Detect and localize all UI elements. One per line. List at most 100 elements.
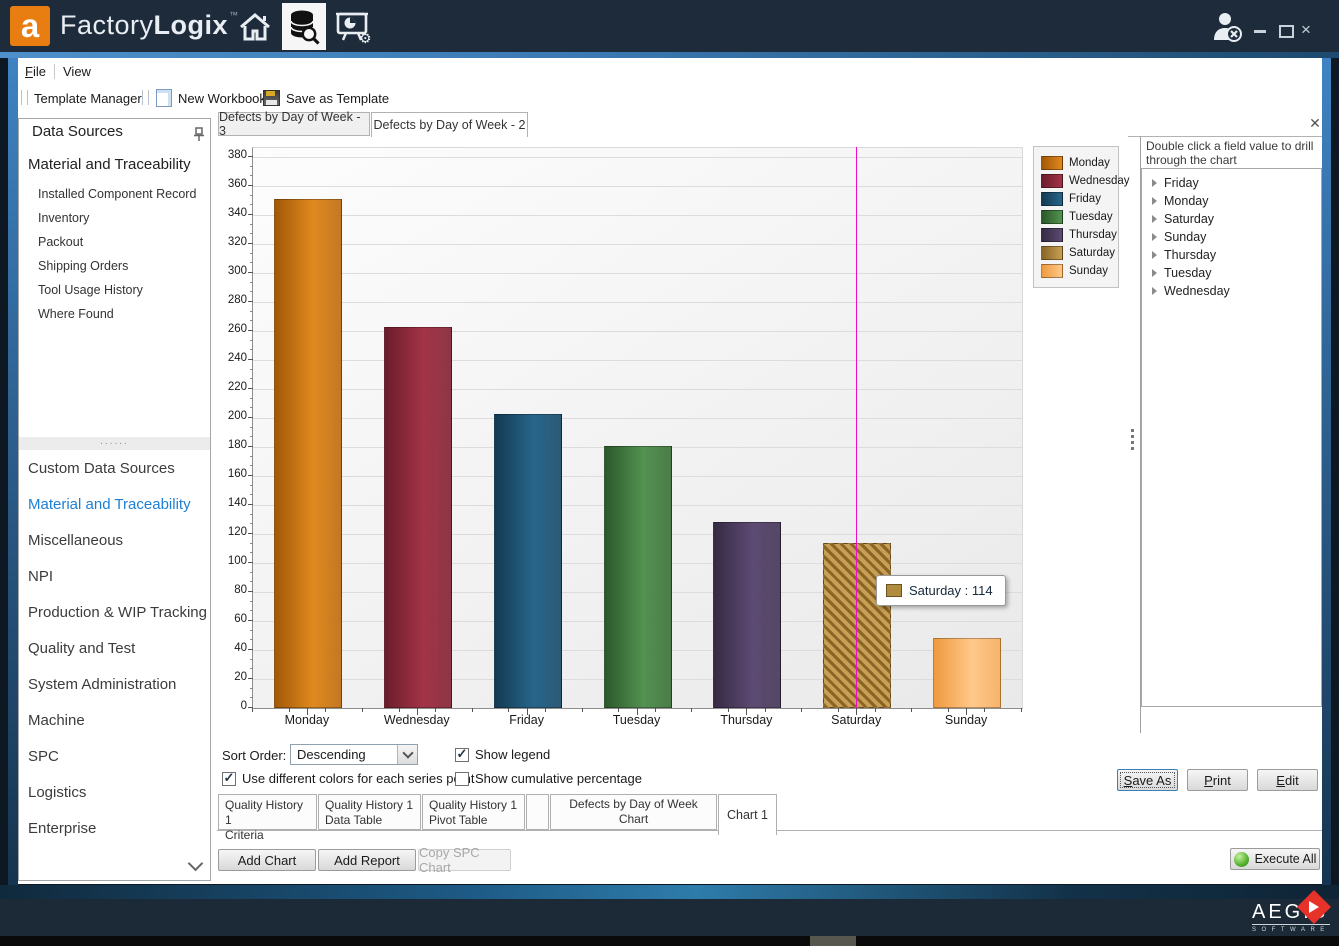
close-button[interactable]: × <box>1301 20 1311 39</box>
sidebar-category[interactable]: System Administration <box>28 676 177 693</box>
template-manager-button[interactable]: Template Manager <box>34 89 142 107</box>
bottom-tab[interactable] <box>526 794 549 830</box>
x-axis-label: Friday <box>509 713 544 727</box>
data-source-item[interactable]: Tool Usage History <box>38 283 143 297</box>
x-axis-label: Tuesday <box>612 713 661 727</box>
sidebar-category[interactable]: SPC <box>28 748 59 765</box>
bar-friday[interactable] <box>493 413 562 708</box>
sort-order-select[interactable]: Descending <box>290 744 418 765</box>
copy-spc-chart-button[interactable]: Copy SPC Chart <box>418 845 511 875</box>
y-axis-tick <box>248 707 253 708</box>
y-axis-label: 180 <box>227 439 247 451</box>
sidebar-category[interactable]: Material and Traceability <box>28 496 191 513</box>
sidebar-category[interactable]: Custom Data Sources <box>28 460 175 477</box>
y-axis-minor-tick <box>250 494 253 496</box>
bar-saturday[interactable] <box>823 542 892 708</box>
bottom-tab[interactable]: Quality History 1 Data Table <box>318 794 421 830</box>
expander-icon[interactable] <box>1152 215 1157 223</box>
y-axis-minor-tick <box>250 658 253 660</box>
expander-icon[interactable] <box>1152 233 1157 241</box>
drill-field-item[interactable]: Wednesday <box>1142 282 1321 300</box>
expander-icon[interactable] <box>1152 197 1157 205</box>
y-axis-minor-tick <box>250 455 253 457</box>
data-source-item[interactable]: Where Found <box>38 307 114 321</box>
database-query-tab-active[interactable] <box>282 3 326 50</box>
bottom-tab[interactable]: Quality History 1 Pivot Table <box>422 794 525 830</box>
minimize-button[interactable] <box>1254 30 1266 33</box>
expander-icon[interactable] <box>1152 251 1157 259</box>
bar-thursday[interactable] <box>713 522 782 708</box>
expander-icon[interactable] <box>1152 179 1157 187</box>
data-source-item[interactable]: Packout <box>38 235 84 249</box>
close-tab-icon[interactable]: ✕ <box>1309 115 1321 131</box>
bottom-tab[interactable]: Defects by Day of Week Chart <box>550 794 717 830</box>
doc-tab[interactable]: Defects by Day of Week - 3 <box>218 110 370 138</box>
drill-field-item[interactable]: Saturday <box>1142 210 1321 228</box>
chart-container: Monday Wednesday Friday Tuesday Thursday Satu… <box>217 136 1130 733</box>
y-axis-label: 160 <box>227 468 247 480</box>
sidebar-splitter[interactable]: ...... <box>19 437 210 450</box>
save-as-template-button[interactable]: Save as Template <box>263 89 389 107</box>
sidebar-category[interactable]: Production & WIP Tracking <box>28 604 207 621</box>
expander-icon[interactable] <box>1152 287 1157 295</box>
panel-splitter-handle[interactable] <box>1131 426 1134 453</box>
x-axis-tick <box>947 708 949 712</box>
x-axis-center-tick <box>416 708 418 715</box>
sidebar-category[interactable]: Quality and Test <box>28 640 136 657</box>
y-axis-tick <box>248 475 253 476</box>
menu-file[interactable]: File <box>25 64 46 79</box>
menu-view[interactable]: View <box>63 64 91 79</box>
sidebar-category[interactable]: Miscellaneous <box>28 532 124 549</box>
bar-monday[interactable] <box>273 199 342 708</box>
bottom-tab[interactable]: Quality History 1 Criteria <box>218 794 317 842</box>
sidebar-category[interactable]: Logistics <box>28 784 87 801</box>
drill-field-item[interactable]: Sunday <box>1142 228 1321 246</box>
home-icon[interactable] <box>236 8 274 46</box>
data-source-item[interactable]: Installed Component Record <box>38 187 197 201</box>
legend-item: Monday <box>1041 154 1114 172</box>
x-axis-tick <box>654 708 656 712</box>
add-report-button[interactable]: Add Report <box>318 849 416 871</box>
data-source-item[interactable]: Inventory <box>38 211 90 225</box>
sidebar-category[interactable]: Enterprise <box>28 820 97 837</box>
bottom-tab[interactable]: Chart 1 <box>718 794 777 835</box>
pin-icon[interactable] <box>193 127 205 141</box>
user-logout-icon[interactable] <box>1208 8 1246 46</box>
expander-icon[interactable] <box>1152 269 1157 277</box>
data-source-group-title[interactable]: Material and Traceability <box>28 156 191 173</box>
show-legend-checkbox[interactable]: Show legend <box>455 747 550 762</box>
y-axis-minor-tick <box>250 436 253 438</box>
y-axis-label: 100 <box>227 555 247 567</box>
maximize-button[interactable] <box>1279 25 1294 38</box>
report-settings-icon[interactable]: ⚙ <box>334 8 372 46</box>
cumulative-percentage-checkbox[interactable]: Show cumulative percentage <box>455 771 642 786</box>
add-chart-button[interactable]: Add Chart <box>218 849 316 871</box>
new-workbook-button[interactable]: New Workbook <box>156 89 266 107</box>
y-axis-label: 120 <box>227 526 247 538</box>
y-axis-minor-tick <box>250 639 253 641</box>
footer-band <box>0 899 1339 936</box>
dropdown-arrow-icon[interactable] <box>397 745 417 764</box>
doc-tab[interactable]: Defects by Day of Week - 2 <box>371 112 528 137</box>
drill-field-item[interactable]: Monday <box>1142 192 1321 210</box>
legend-item: Tuesday <box>1041 208 1114 226</box>
drill-field-item[interactable]: Tuesday <box>1142 264 1321 282</box>
drill-field-item[interactable]: Thursday <box>1142 246 1321 264</box>
data-source-item[interactable]: Shipping Orders <box>38 259 129 273</box>
sidebar-category[interactable]: NPI <box>28 568 54 585</box>
drill-field-item[interactable]: Friday <box>1142 174 1321 192</box>
x-axis-label: Monday <box>284 713 330 727</box>
bar-wednesday[interactable] <box>383 326 452 708</box>
bar-tuesday[interactable] <box>603 445 672 708</box>
execute-all-button[interactable]: Execute All <box>1230 848 1320 870</box>
drill-field-label: Friday <box>1164 176 1199 190</box>
y-axis-minor-tick <box>250 542 253 544</box>
sidebar-category[interactable]: Machine <box>28 712 85 729</box>
bar-sunday[interactable] <box>933 638 1002 708</box>
different-colors-checkbox[interactable]: Use different colors for each series poi… <box>222 771 474 786</box>
y-axis-label: 340 <box>227 207 247 219</box>
y-axis-label: 320 <box>227 236 247 248</box>
